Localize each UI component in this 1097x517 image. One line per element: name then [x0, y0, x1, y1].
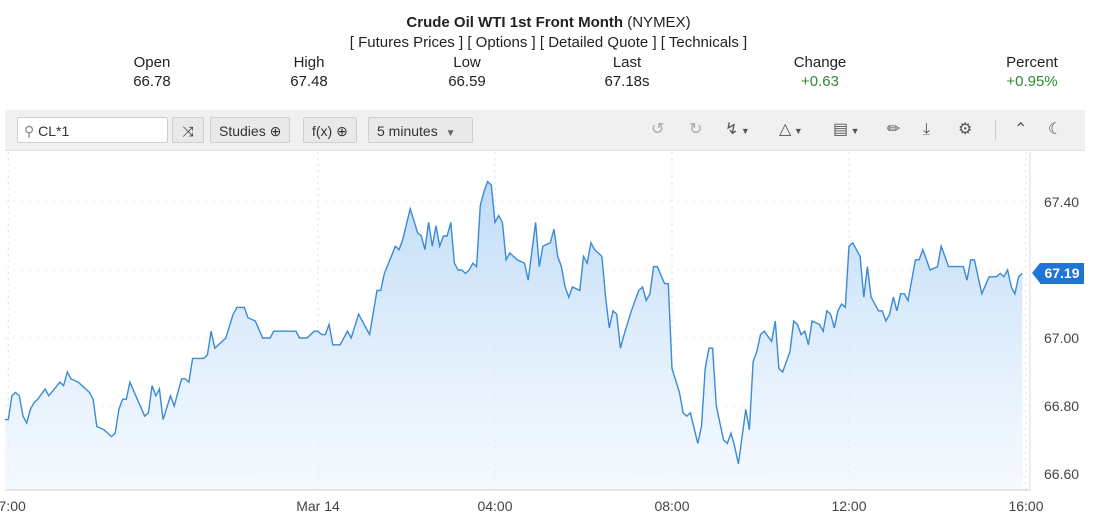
x-tick-label: 08:00 — [654, 498, 689, 514]
quote-percent: Percent +0.95% — [982, 53, 1082, 91]
quote-high: High 67.48 — [259, 53, 359, 91]
chart-type-icon[interactable]: △ ▼ — [779, 121, 803, 138]
symbol-value: CL*1 — [38, 123, 70, 139]
options-link[interactable]: [ Options ] — [467, 34, 536, 51]
compare-icon: ⤨ — [182, 123, 194, 139]
price-line — [5, 180, 1023, 464]
detailed-quote-link[interactable]: [ Detailed Quote ] — [539, 34, 657, 51]
y-tick-label: 66.80 — [1044, 398, 1079, 414]
quote-open: Open 66.78 — [102, 53, 202, 91]
search-icon: ⚲ — [24, 123, 35, 139]
redo-icon[interactable]: ↻ — [689, 121, 703, 138]
lightning-icon[interactable]: ↯ ▼ — [725, 121, 750, 138]
last-value: 67.18s — [604, 73, 650, 90]
undo-icon[interactable]: ↺ — [651, 121, 665, 138]
pencil-icon[interactable]: ✏ — [887, 121, 901, 138]
plus-circle-icon: ⊕ — [336, 123, 348, 139]
moon-icon[interactable]: ☾ — [1048, 121, 1063, 138]
change-value: +0.63 — [801, 73, 839, 90]
x-tick-label: 17:00 — [0, 498, 26, 514]
last-label: Last — [612, 54, 642, 71]
change-label: Change — [793, 54, 847, 71]
quote-low: Low 66.59 — [417, 53, 517, 91]
quote-links: [ Futures Prices ] [ Options ] [ Detaile… — [0, 34, 1097, 51]
compare-button[interactable]: ⤨ — [172, 117, 204, 143]
toolbar-divider — [995, 120, 996, 140]
symbol-search-input[interactable]: ⚲ CL*1 — [17, 117, 168, 143]
high-value: 67.48 — [290, 73, 328, 90]
studies-label: Studies — [219, 123, 266, 139]
interval-select[interactable]: 5 minutes ▼ — [368, 117, 473, 143]
last-price-tag: 67.19 — [1032, 262, 1084, 284]
y-tick-label: 67.40 — [1044, 194, 1079, 210]
x-tick-label: 16:00 — [1008, 498, 1043, 514]
high-label: High — [293, 54, 325, 71]
gear-icon[interactable]: ⚙ — [958, 121, 973, 138]
low-label: Low — [453, 54, 481, 71]
futures-prices-link[interactable]: [ Futures Prices ] — [349, 34, 464, 51]
fx-button[interactable]: f(x) ⊕ — [303, 117, 357, 143]
layout-icon[interactable]: ▤ ▼ — [833, 121, 860, 138]
quote-change: Change +0.63 — [770, 53, 870, 91]
download-icon[interactable]: ⤓ — [923, 121, 931, 138]
fx-label: f(x) — [312, 123, 333, 139]
y-tick-label: 67.00 — [1044, 330, 1079, 346]
percent-label: Percent — [1006, 54, 1058, 71]
plus-circle-icon: ⊕ — [269, 123, 282, 139]
instrument-name: Crude Oil WTI 1st Front Month — [406, 14, 624, 31]
x-tick-label: Mar 14 — [296, 498, 340, 514]
quote-last: Last 67.18s — [577, 53, 677, 91]
exchange-label: (NYMEX) — [627, 14, 691, 31]
page-title: Crude Oil WTI 1st Front Month (NYMEX) — [0, 14, 1097, 31]
x-tick-label: 04:00 — [477, 498, 512, 514]
chart-toolbar: ⚲ CL*1 ⤨ Studies ⊕ f(x) ⊕ 5 minutes ▼ ↺ … — [5, 110, 1085, 151]
chevron-down-icon: ▼ — [445, 128, 456, 139]
low-value: 66.59 — [448, 73, 486, 90]
open-label: Open — [133, 54, 171, 71]
price-area-fill — [5, 181, 1023, 490]
interval-value: 5 minutes — [377, 123, 438, 139]
technicals-link[interactable]: [ Technicals ] — [660, 34, 748, 51]
collapse-icon[interactable]: ⌃ — [1014, 121, 1028, 138]
studies-button[interactable]: Studies ⊕ — [210, 117, 291, 143]
percent-value: +0.95% — [1006, 73, 1058, 90]
y-tick-label: 66.60 — [1044, 466, 1079, 482]
x-tick-label: 12:00 — [831, 498, 866, 514]
open-value: 66.78 — [133, 73, 171, 90]
